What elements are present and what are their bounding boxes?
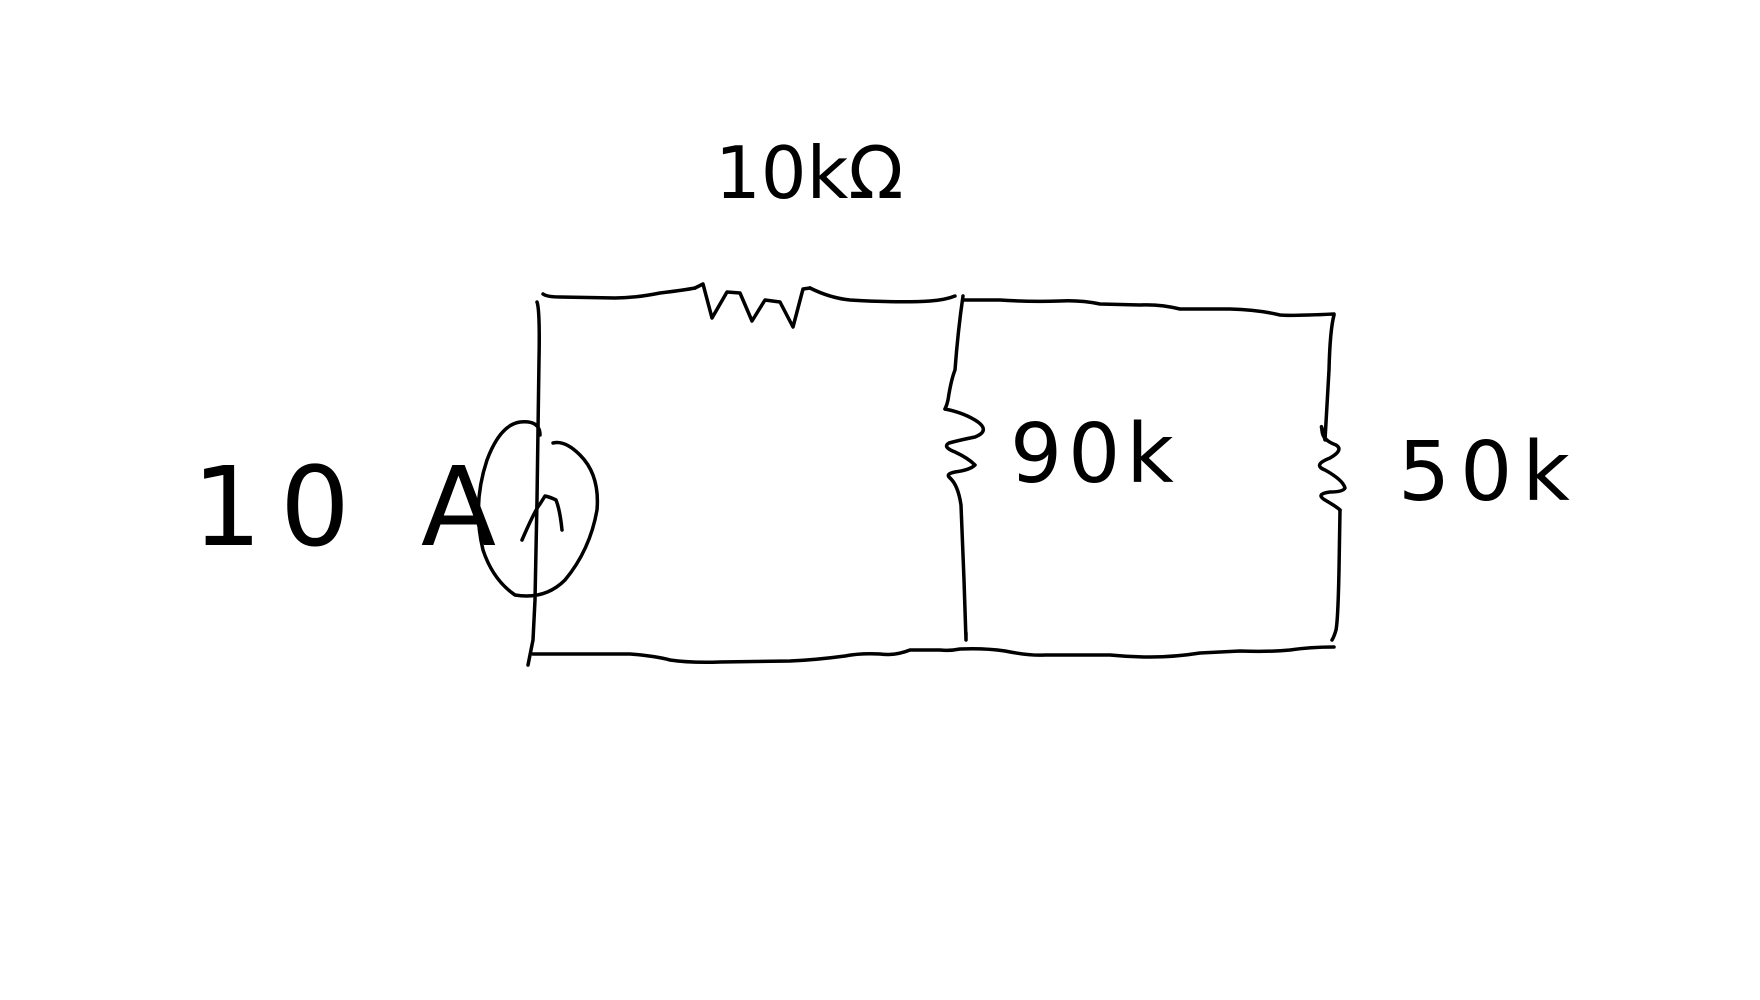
bottom-wire <box>531 645 1336 664</box>
top-wire-middle <box>808 286 957 304</box>
middle-branch-top-wire <box>943 294 965 411</box>
resistor-10k <box>693 282 812 329</box>
source-current-label: 10 A <box>192 443 514 571</box>
shunt-resistor-50k-label: 50k <box>1398 425 1580 520</box>
resistor-90k <box>943 407 985 480</box>
right-branch-bottom-wire <box>1330 508 1342 642</box>
shunt-resistor-90k-label: 90k <box>1010 407 1180 502</box>
top-wire-left <box>541 286 697 300</box>
current-source-circle <box>476 420 600 598</box>
current-source-arrow <box>520 494 564 542</box>
resistor-50k <box>1317 428 1347 512</box>
left-wire <box>526 300 541 667</box>
series-resistor-label: 10kΩ <box>715 131 903 215</box>
middle-branch-bottom-wire <box>948 476 968 642</box>
right-branch-top-wire <box>1319 313 1336 442</box>
top-wire-right <box>961 298 1336 318</box>
